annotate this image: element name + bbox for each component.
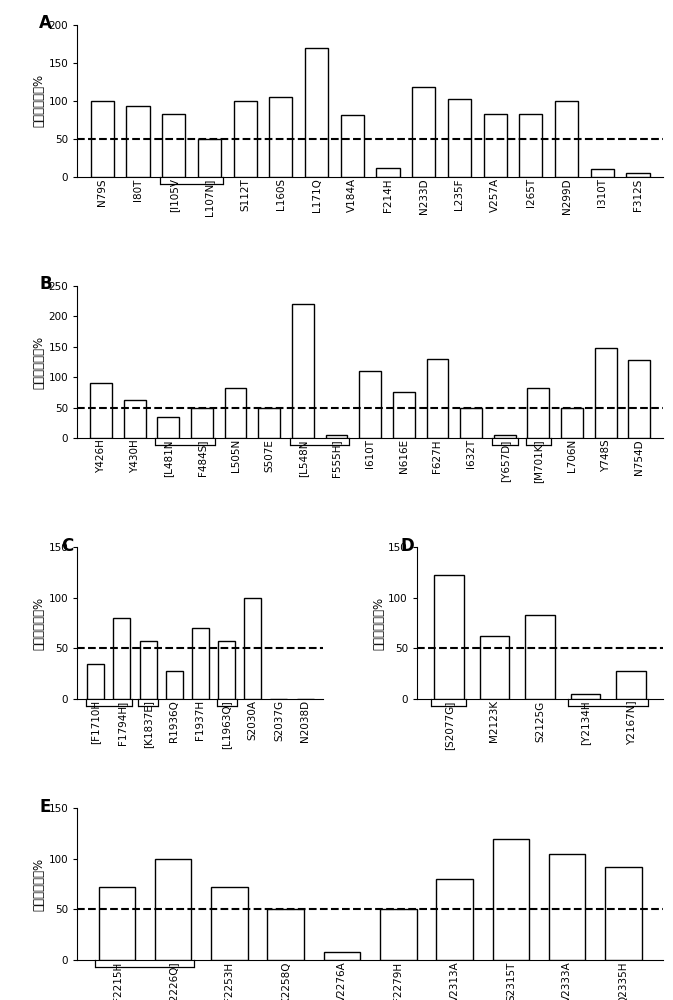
Bar (519, 114, 542, 177)
Bar (359, 371, 381, 438)
Bar (448, 99, 471, 177)
Bar (234, 101, 257, 177)
Bar (595, 348, 616, 438)
Bar (605, 867, 642, 960)
Text: D: D (401, 537, 415, 555)
Bar (493, 839, 529, 960)
Bar (98, 887, 135, 960)
Y-axis label: 相对凝血活性%: 相对凝血活性% (372, 596, 386, 650)
Bar (494, 435, 516, 438)
Bar (324, 952, 360, 960)
Bar (113, 618, 131, 699)
Bar (267, 909, 304, 960)
Bar (460, 408, 482, 438)
Bar (393, 392, 415, 438)
Bar (549, 854, 586, 960)
Bar (427, 359, 448, 438)
Bar (591, 169, 614, 177)
Bar (305, 48, 328, 177)
Bar (434, 575, 464, 699)
Bar (162, 114, 185, 177)
Bar (480, 636, 509, 699)
Bar (627, 173, 649, 177)
Bar (155, 859, 191, 960)
Bar (629, 360, 650, 438)
Bar (561, 408, 583, 438)
Bar (87, 664, 104, 699)
Bar (211, 887, 248, 960)
Bar (127, 106, 149, 177)
Bar (157, 417, 179, 438)
Bar (218, 641, 235, 699)
Bar (225, 388, 246, 438)
Bar (90, 383, 112, 438)
Bar (380, 909, 417, 960)
Text: C: C (61, 537, 73, 555)
Bar (341, 115, 364, 177)
Bar (166, 671, 183, 699)
Bar (376, 168, 400, 177)
Bar (528, 388, 549, 438)
Bar (292, 304, 314, 438)
Bar (139, 641, 157, 699)
Bar (616, 671, 646, 699)
Bar (483, 114, 507, 177)
Bar (191, 408, 213, 438)
Bar (198, 139, 221, 177)
Bar (91, 101, 114, 177)
Bar (258, 408, 280, 438)
Text: B: B (39, 275, 52, 293)
Bar (326, 435, 347, 438)
Y-axis label: 相对凝血活性%: 相对凝血活性% (33, 335, 46, 389)
Text: E: E (39, 798, 50, 816)
Text: A: A (39, 14, 52, 32)
Bar (244, 598, 261, 699)
Bar (269, 97, 293, 177)
Bar (412, 87, 435, 177)
Bar (525, 615, 555, 699)
Bar (436, 879, 473, 960)
Y-axis label: 相对凝血活性%: 相对凝血活性% (33, 858, 46, 911)
Bar (124, 400, 145, 438)
Bar (555, 101, 578, 177)
Bar (571, 694, 600, 699)
Y-axis label: 相对凝血活性%: 相对凝血活性% (33, 596, 46, 650)
Y-axis label: 相对凝血活性%: 相对凝血活性% (33, 74, 46, 127)
Bar (192, 628, 209, 699)
